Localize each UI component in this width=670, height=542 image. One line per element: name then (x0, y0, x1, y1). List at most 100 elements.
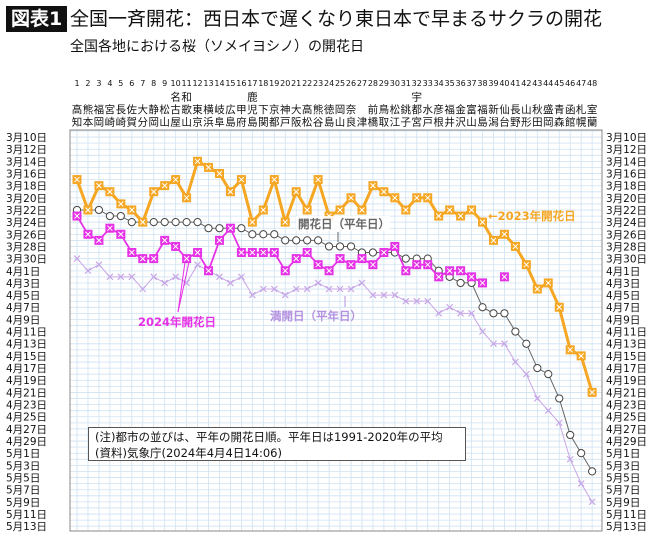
data-point-normal-bloom (281, 236, 290, 245)
x-tick-number: 12 (192, 79, 202, 88)
data-point-cross (381, 249, 387, 256)
note-line: (注)都市の並びは、平年の開花日順。平年日は1991-2020年の平均 (95, 430, 443, 444)
data-point-normal-bloom (522, 339, 531, 348)
data-point-normal-bloom (324, 242, 334, 251)
x-tick-city: 高松 (302, 103, 313, 129)
x-tick-city: 福岡 (94, 103, 105, 129)
data-point-cross (304, 249, 311, 256)
x-tick-number: 41 (510, 79, 520, 88)
y-tick-label-left: 5月3日 (6, 460, 40, 472)
x-tick-number: 3 (96, 79, 101, 88)
x-tick-number: 6 (129, 79, 134, 88)
data-point-cross (194, 158, 201, 165)
data-point-cross (216, 170, 223, 177)
data-point-cross (282, 219, 289, 225)
y-tick-label-left: 4月3日 (6, 278, 40, 290)
data-point-cross (359, 255, 365, 262)
y-tick-label-right: 5月7日 (606, 485, 640, 497)
x-tick-number: 25 (335, 79, 345, 88)
data-point-cross (348, 194, 354, 201)
x-tick-number: 1 (74, 79, 79, 88)
data-point-normal-bloom (204, 224, 213, 233)
data-point-normal-bloom (182, 218, 191, 227)
data-point-full-bloom (314, 279, 322, 287)
data-point-cross (424, 194, 431, 201)
y-tick-label-right: 4月23日 (606, 400, 647, 412)
x-tick-city: 神戸 (280, 103, 291, 129)
y-tick-label-left: 4月23日 (6, 400, 47, 412)
y-tick-label-left: 3月26日 (6, 229, 47, 241)
y-tick-label-left: 4月11日 (6, 327, 47, 339)
x-tick-city: 新潟 (488, 103, 499, 129)
data-point-full-bloom (511, 358, 519, 366)
x-tick-city: 奈良 (346, 103, 357, 129)
x-tick-city: 和歌山 (181, 92, 192, 129)
pointer-2024 (177, 261, 186, 313)
label-bg (296, 216, 390, 231)
data-point-cross (260, 207, 267, 213)
x-tick-number: 30 (390, 79, 400, 88)
data-point-full-bloom (577, 480, 585, 487)
x-tick-city: 盛岡 (543, 103, 554, 129)
data-point-full-bloom (194, 261, 201, 269)
data-point-normal-bloom (489, 309, 498, 318)
data-point-full-bloom (501, 340, 508, 348)
x-tick-city: 仙台 (499, 103, 510, 129)
x-tick-city: 広島 (225, 103, 236, 129)
x-tick-number: 16 (236, 79, 246, 88)
y-tick-label-right: 3月30日 (606, 254, 647, 266)
data-point-normal-bloom (555, 394, 564, 403)
x-tick-city: 津 (357, 117, 368, 129)
x-tick-city: 福井 (444, 103, 455, 129)
x-tick-number: 9 (162, 79, 167, 88)
data-point-cross (74, 176, 80, 183)
y-tick-label-right: 4月1日 (606, 266, 640, 278)
data-point-cross (457, 267, 464, 274)
data-point-cross (227, 188, 234, 195)
data-point-cross (183, 194, 190, 201)
data-point-cross (161, 237, 168, 244)
x-tick-number: 18 (258, 79, 268, 88)
data-point-cross (479, 280, 486, 286)
x-tick-number: 21 (291, 79, 301, 88)
x-tick-city: 宇都宮 (412, 91, 423, 129)
data-point-cross (205, 267, 212, 274)
data-point-full-bloom (150, 273, 158, 281)
x-tick-number: 15 (225, 79, 235, 88)
x-tick-city: 東京 (192, 103, 203, 129)
data-point-cross (96, 237, 102, 244)
data-point-cross (370, 182, 376, 189)
data-point-cross (326, 267, 332, 274)
x-tick-number: 2 (85, 79, 90, 88)
data-point-full-bloom (139, 285, 147, 293)
y-tick-label-left: 4月29日 (6, 436, 47, 448)
data-point-cross (172, 243, 179, 250)
data-point-normal-bloom (215, 224, 224, 233)
y-tick-label-right: 3月26日 (606, 229, 647, 241)
data-point-full-bloom (106, 273, 114, 281)
data-point-normal-bloom (237, 224, 246, 233)
data-point-normal-bloom (335, 242, 345, 251)
x-tick-number: 23 (313, 79, 323, 88)
data-point-full-bloom (216, 273, 223, 281)
x-tick-number: 31 (401, 79, 411, 88)
x-tick-city: 山形 (521, 104, 532, 129)
data-point-full-bloom (413, 297, 421, 305)
x-tick-number: 28 (368, 79, 378, 88)
x-tick-city: 彦根 (433, 103, 444, 129)
data-point-full-bloom (336, 285, 344, 293)
x-tick-number: 20 (280, 79, 290, 88)
data-point-full-bloom (161, 279, 169, 287)
data-point-cross (468, 207, 475, 213)
data-point-cross (457, 213, 464, 219)
data-point-cross (260, 249, 267, 256)
x-tick-number: 13 (203, 79, 213, 88)
data-point-full-bloom (588, 498, 596, 506)
y-tick-label-left: 3月16日 (6, 168, 47, 180)
data-point-cross (304, 207, 311, 213)
x-tick-number: 38 (477, 79, 487, 88)
data-point-cross (117, 201, 124, 207)
data-point-full-bloom (325, 285, 333, 293)
data-point-normal-bloom (577, 449, 586, 458)
data-point-cross (249, 219, 256, 225)
